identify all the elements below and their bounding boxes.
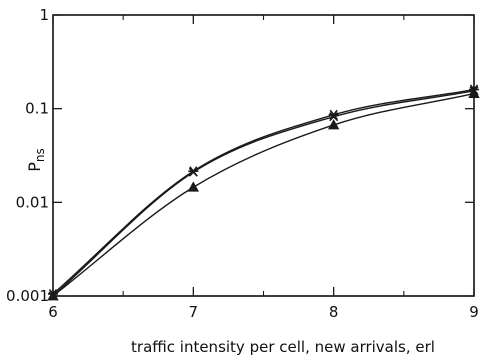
y-tick-label: 0.001: [6, 287, 49, 305]
x-tick-label: 8: [329, 303, 339, 321]
x-tick-label: 6: [48, 303, 58, 321]
series-triangle: [47, 87, 480, 301]
x-tick-label: 9: [469, 303, 479, 321]
plot-area: [52, 14, 475, 297]
series-asterisk: [48, 84, 479, 300]
plot-frame: [52, 14, 475, 297]
marker-triangle: [47, 290, 59, 301]
series-line: [52, 92, 475, 297]
marker-cross: [188, 167, 198, 177]
marker-triangle: [468, 87, 480, 98]
x-axis-label: traffic intensity per cell, new arrivals…: [131, 338, 435, 356]
x-tick-label: 7: [189, 303, 199, 321]
y-axis: 0.001 0.01 0.1 1: [6, 6, 474, 305]
series-layer: [47, 84, 480, 301]
series-line: [52, 88, 475, 295]
y-tick-label: 0.01: [16, 193, 49, 211]
x-axis: 6 7 8 9: [48, 15, 479, 321]
marker-triangle: [327, 119, 340, 130]
series-line: [52, 90, 475, 297]
y-tick-label: 1: [39, 6, 49, 24]
y-axis-label-sub: ns: [33, 148, 47, 162]
marker-cross-stroke: [188, 167, 198, 177]
y-axis-label-main: P: [25, 162, 44, 172]
svg-text:Pns: Pns: [25, 148, 47, 172]
marker-triangle: [187, 181, 200, 192]
y-axis-label: Pns: [25, 148, 47, 172]
y-tick-label: 0.1: [25, 100, 49, 118]
series-cross: [48, 86, 479, 301]
marker-cross: [329, 112, 339, 122]
marker-cross-stroke: [329, 112, 339, 122]
